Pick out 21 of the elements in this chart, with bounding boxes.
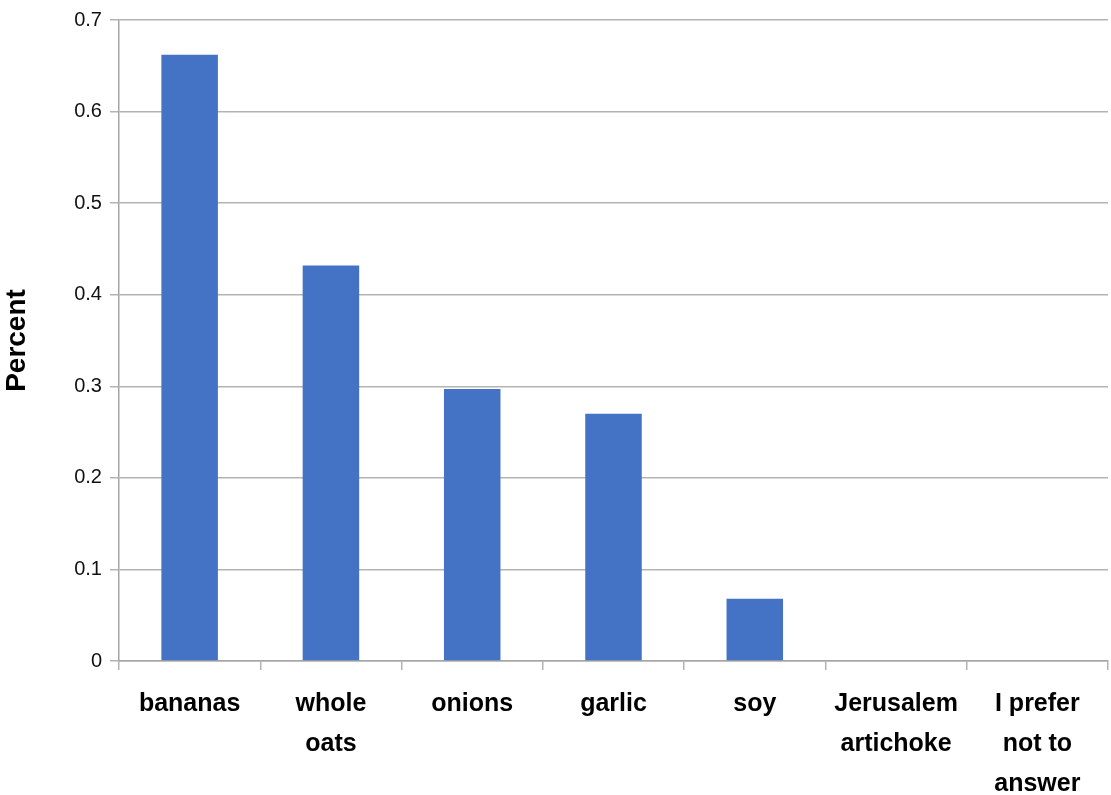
- x-tick-label: bananas: [138, 687, 241, 716]
- y-tick-label: 0.7: [74, 7, 102, 30]
- x-tick-label: whole oats: [294, 687, 367, 756]
- y-tick-label: 0.4: [74, 282, 102, 305]
- y-tick-label: 0.3: [74, 373, 102, 396]
- y-tick-label: 0.6: [74, 99, 102, 122]
- y-axis-title: Percent: [0, 289, 31, 392]
- bar: [161, 54, 218, 661]
- x-tick-label: soy: [733, 687, 777, 716]
- y-tick-label: 0.2: [74, 465, 102, 488]
- y-tick-label: 0: [90, 648, 102, 671]
- x-tick-label: garlic: [580, 687, 647, 716]
- y-tick-label: 0.1: [74, 556, 102, 579]
- bar: [585, 413, 642, 661]
- bar: [302, 265, 360, 661]
- bar: [443, 389, 501, 661]
- y-tick-label: 0.5: [74, 190, 102, 213]
- bar: [726, 598, 784, 661]
- x-tick-label: I prefer not to answer: [994, 687, 1081, 795]
- x-tick-label: Jerusalem artichoke: [834, 687, 958, 756]
- x-tick-label: onions: [431, 687, 514, 716]
